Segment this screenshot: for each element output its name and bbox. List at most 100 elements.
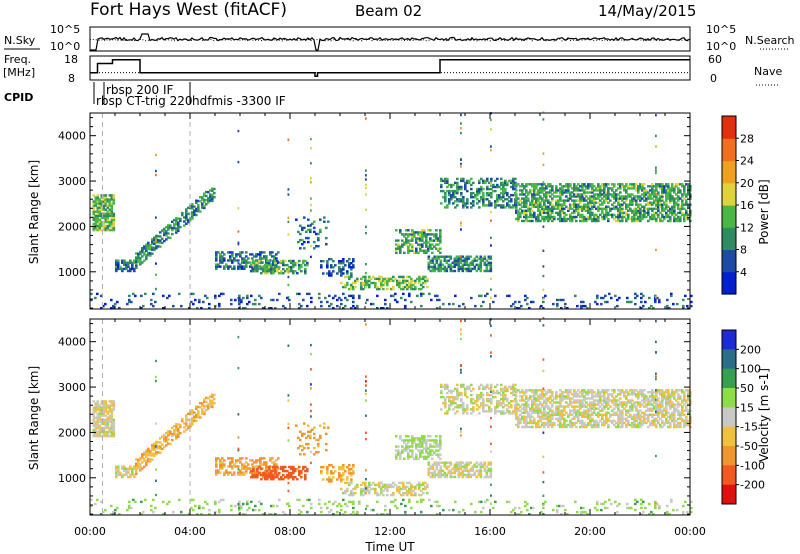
echo-cell — [266, 476, 269, 479]
echo-cell — [230, 298, 233, 302]
echo-cell — [480, 391, 483, 395]
echo-cell — [433, 473, 437, 477]
echo-cell — [469, 473, 473, 477]
echo-cell — [595, 423, 598, 427]
echo-cell — [569, 191, 572, 194]
echo-cell — [521, 415, 524, 418]
echo-cell — [205, 203, 208, 206]
echo-cell — [332, 296, 335, 300]
echo-cell — [149, 254, 152, 257]
echo-cell — [683, 187, 686, 190]
echo-cell — [585, 391, 588, 394]
echo-cell — [658, 300, 661, 304]
echo-cell — [494, 294, 497, 298]
echo-cell — [344, 285, 347, 289]
echo-cell — [110, 426, 114, 430]
echo-cell — [108, 416, 112, 419]
echo-cell — [304, 259, 307, 263]
echo-cell — [458, 404, 461, 407]
echo-cell — [178, 292, 181, 296]
echo-cell — [223, 265, 226, 268]
echo-cell — [456, 383, 459, 387]
echo-cell — [635, 187, 638, 190]
echo-cell — [462, 204, 465, 207]
echo-cell — [261, 457, 264, 460]
echo-cell — [659, 217, 662, 221]
echo-cell — [100, 222, 104, 226]
echo-cell — [525, 213, 528, 217]
echo-cell — [525, 407, 528, 410]
echo-cell — [595, 187, 598, 190]
nave-label: Nave — [754, 65, 782, 78]
echo-cell — [542, 297, 545, 300]
echo-cell — [102, 202, 106, 205]
echo-cell — [217, 251, 220, 254]
echo-cell — [579, 213, 582, 217]
echo-cell — [260, 467, 263, 471]
echo-cell — [661, 199, 664, 202]
echo-cell — [197, 199, 200, 203]
echo-cell — [145, 249, 148, 252]
echo-cell — [476, 408, 479, 411]
echo-cell — [382, 307, 385, 310]
echo-cell — [115, 469, 118, 472]
echo-cell — [649, 195, 652, 198]
echo-cell — [372, 487, 375, 491]
echo-cell — [515, 407, 518, 410]
echo-cell — [143, 451, 146, 454]
echo-cell — [465, 263, 469, 266]
echo-cell — [112, 200, 116, 203]
echo-cell — [500, 397, 503, 401]
echo-cell — [299, 224, 302, 227]
echo-cell — [529, 211, 532, 215]
echo-cell — [637, 189, 640, 192]
echo-cell — [666, 298, 669, 302]
echo-cell — [439, 457, 442, 460]
echo-cell — [577, 199, 580, 202]
echo-cell — [117, 467, 120, 470]
echo-cell — [231, 459, 234, 462]
echo-cell — [426, 485, 429, 489]
echo-cell — [340, 270, 343, 273]
echo-cell — [421, 249, 424, 252]
echo-cell — [637, 209, 640, 212]
echo-cell — [117, 267, 120, 271]
echo-cell — [597, 219, 600, 223]
echo-cell — [213, 397, 216, 401]
echo-cell — [651, 215, 654, 219]
echo-cell — [575, 189, 578, 192]
echo-cell — [397, 243, 400, 246]
echo-cell — [479, 269, 483, 273]
echo-cell — [579, 419, 582, 423]
echo-cell — [104, 208, 108, 211]
echo-cell — [155, 216, 157, 219]
echo-cell — [489, 267, 493, 271]
echo-cell — [460, 126, 462, 130]
echo-cell — [246, 294, 249, 298]
echo-cell — [147, 447, 150, 451]
echo-cell — [104, 404, 108, 407]
echo-cell — [264, 478, 267, 481]
echo-cell — [415, 231, 418, 234]
echo-cell — [287, 283, 290, 287]
echo-cell — [269, 253, 272, 256]
echo-cell — [386, 283, 389, 287]
echo-cell — [490, 204, 493, 207]
echo-cell — [527, 399, 530, 402]
echo-cell — [603, 207, 606, 210]
echo-cell — [231, 467, 234, 470]
echo-cell — [547, 211, 550, 215]
echo-cell — [406, 489, 409, 493]
echo-cell — [342, 272, 345, 275]
echo-cell — [425, 235, 428, 238]
echo-cell — [205, 198, 208, 202]
echo-cell — [358, 296, 361, 300]
echo-cell — [581, 183, 584, 186]
echo-cell — [478, 294, 481, 298]
echo-cell — [504, 187, 507, 191]
echo-cell — [467, 267, 471, 271]
echo-cell — [679, 183, 682, 186]
echo-cell — [531, 185, 534, 188]
echo-cell — [301, 444, 304, 448]
echo-cell — [591, 403, 594, 406]
